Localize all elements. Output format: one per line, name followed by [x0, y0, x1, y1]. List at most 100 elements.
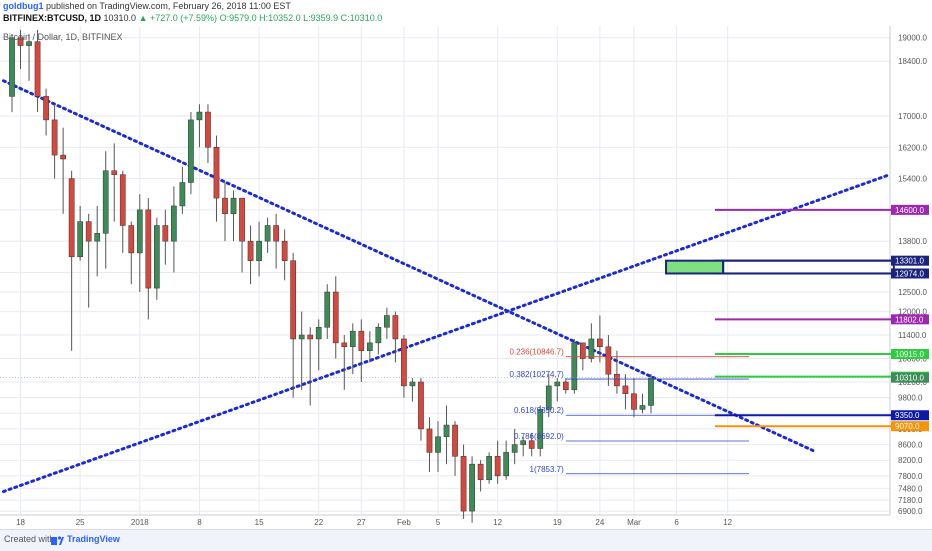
candle-body [503, 452, 510, 477]
candle-body [477, 463, 484, 481]
candle-body [358, 330, 365, 351]
candle-body [239, 197, 245, 242]
candle [43, 88, 49, 136]
candle-body [188, 119, 194, 183]
candle [435, 421, 441, 472]
candle-body [443, 424, 450, 438]
candle [77, 205, 84, 261]
candle [264, 217, 271, 253]
candle [179, 166, 186, 214]
candle-body [68, 178, 75, 258]
author-link[interactable]: goldbug1 [3, 1, 44, 11]
candle-body [111, 170, 118, 175]
ohlc-values: O:9579.0 H:10352.0 L:9359.9 C:10310.0 [219, 13, 383, 23]
x-tick-label: 2018 [131, 518, 149, 527]
y-tick-label: 19000.0 [898, 34, 927, 43]
candle-body [366, 342, 373, 351]
candle [94, 205, 101, 277]
candle-body [213, 147, 220, 199]
candle-body [554, 381, 561, 387]
price-badge-label: 10915.0 [895, 350, 924, 359]
candle-body [511, 444, 518, 453]
fib-level-label: 0.382(10274.7) [510, 370, 565, 379]
candle-body [375, 326, 382, 344]
y-tick-label: 12000.0 [898, 308, 927, 317]
y-tick-label: 8200.0 [898, 456, 923, 465]
price-badge-label: 9350.0 [895, 411, 920, 420]
candle-body [307, 334, 314, 340]
x-tick-label: 18 [16, 518, 25, 527]
fib-level-label: 0.236(10846.7) [510, 348, 565, 357]
candle-body [315, 326, 322, 340]
x-tick-label: 24 [595, 518, 604, 527]
y-tick-label: 12500.0 [898, 288, 927, 297]
candle [298, 311, 305, 390]
candle-body [264, 225, 271, 242]
tradingview-brand[interactable]: TradingView [67, 534, 120, 544]
candle-body [171, 205, 177, 242]
candle-body [281, 240, 288, 261]
candle-body [545, 385, 552, 410]
symbol-label[interactable]: BITFINEX:BTCUSD, 1D [3, 13, 102, 23]
candle [60, 127, 66, 214]
price-badge-label: 9070.0 [895, 422, 920, 431]
candle [418, 378, 424, 441]
candle-body [205, 111, 211, 148]
candle-body [9, 37, 15, 97]
price-badge-bg [891, 314, 929, 325]
candle [401, 335, 407, 398]
price-level-badge: 9350.0 [891, 410, 929, 421]
candle [247, 225, 254, 285]
price-badge-bg [891, 268, 929, 279]
price-badge-label: 13301.0 [895, 257, 924, 266]
price-level-badge: 9070.0 [891, 421, 929, 432]
target-zone-extension [722, 259, 895, 275]
publish-info: goldbug1 published on TradingView.com, F… [3, 1, 291, 11]
candle [68, 170, 75, 351]
candle-body [605, 346, 612, 375]
price-badge-label: 11802.0 [895, 315, 924, 324]
x-tick-label: 15 [255, 518, 264, 527]
candle [554, 378, 561, 402]
price-level-badge: 10915.0 [891, 349, 929, 360]
candle-body [401, 338, 407, 387]
candle-body [409, 381, 416, 387]
candle-body [153, 225, 160, 289]
candle [34, 29, 41, 113]
candle-body [298, 334, 305, 340]
candle-body [85, 221, 92, 242]
candle [332, 276, 339, 359]
candle [460, 444, 467, 519]
candle-body [486, 456, 492, 481]
candle [281, 229, 288, 281]
candle [545, 374, 552, 418]
price-badge-label: 10310.0 [895, 374, 924, 383]
candle [494, 440, 501, 484]
candle-body [60, 154, 66, 160]
candle [639, 393, 646, 414]
candle-body [43, 96, 49, 121]
price-badge-bg [891, 372, 929, 383]
candle [102, 151, 109, 269]
candle [358, 319, 365, 382]
candle [239, 197, 245, 273]
candle [622, 374, 629, 410]
candle [409, 378, 416, 402]
candle-body [452, 424, 458, 457]
candle [119, 170, 126, 253]
candle-body [34, 41, 41, 97]
candle-body [230, 197, 237, 215]
candle-body [290, 260, 297, 340]
candle [162, 209, 169, 265]
candle [597, 315, 603, 363]
candle [571, 338, 578, 394]
y-tick-label: 11400.0 [898, 331, 927, 340]
candle-body [469, 463, 475, 512]
price-badge-bg [891, 255, 929, 266]
series-legend: Bitcoin / Dollar, 1D, BITFINEX [3, 32, 123, 42]
x-tick-label: 19 [553, 518, 562, 527]
candle [648, 374, 654, 414]
price-level-badge: 11802.0 [891, 314, 929, 325]
footer-bar: Created with TradingView [0, 529, 932, 551]
